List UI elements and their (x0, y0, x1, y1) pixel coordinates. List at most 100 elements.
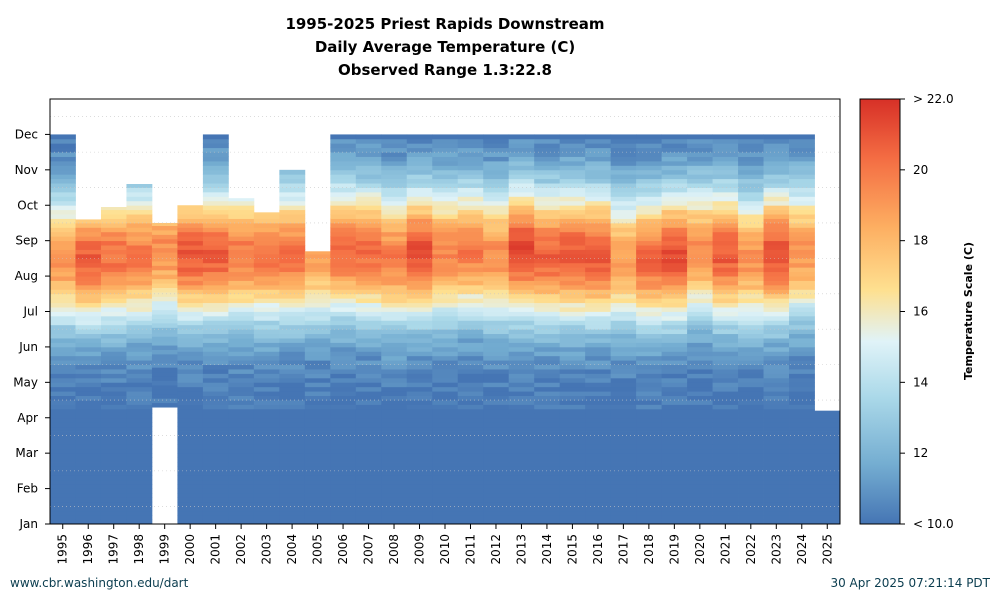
year-column-2007 (355, 134, 382, 525)
heatmap-cell (814, 506, 841, 512)
heatmap-cell (75, 457, 102, 463)
heatmap-cell (177, 484, 204, 489)
heatmap-cell (738, 351, 764, 357)
heatmap-cell (483, 342, 510, 348)
heatmap-cell (789, 236, 815, 242)
heatmap-cell (508, 413, 535, 419)
heatmap-cell (100, 488, 127, 494)
heatmap-cell (636, 395, 663, 401)
heatmap-cell (636, 174, 663, 180)
heatmap-cell (279, 329, 306, 335)
heatmap-cell (559, 293, 586, 299)
heatmap-cell (202, 404, 229, 410)
heatmap-cell (304, 484, 331, 489)
heatmap-cell (406, 271, 433, 277)
heatmap-cell (177, 302, 204, 308)
heatmap-cell (279, 431, 306, 436)
heatmap-cell (508, 214, 535, 219)
heatmap-cell (457, 333, 484, 339)
heatmap-cell (75, 271, 102, 277)
heatmap-cell (687, 346, 713, 352)
heatmap-cell (253, 369, 280, 374)
heatmap-cell (508, 510, 535, 516)
heatmap-cell (585, 240, 612, 246)
heatmap-cell (610, 231, 637, 237)
heatmap-cell (355, 222, 382, 228)
heatmap-cell (50, 245, 76, 250)
heatmap-cell (585, 386, 612, 392)
heatmap-cell (432, 501, 459, 507)
heatmap-cell (661, 453, 688, 458)
heatmap-cell (712, 209, 739, 215)
heatmap-cell (559, 134, 586, 140)
heatmap-cell (559, 510, 586, 516)
heatmap-cell (738, 382, 764, 388)
heatmap-cell (126, 439, 153, 445)
heatmap-cell (508, 369, 535, 374)
heatmap-cell (789, 426, 815, 432)
heatmap-cell (457, 408, 484, 414)
heatmap-cell (151, 314, 178, 319)
heatmap-cell (202, 426, 229, 432)
heatmap-cell (483, 488, 510, 494)
footer-source-link[interactable]: www.cbr.washington.edu/dart (10, 576, 189, 590)
heatmap-cell (610, 333, 637, 339)
heatmap-cell (483, 169, 510, 175)
heatmap-cell (789, 484, 815, 489)
heatmap-cell (432, 160, 459, 166)
heatmap-cell (75, 320, 102, 326)
heatmap-cell (610, 510, 637, 516)
heatmap-cell (483, 214, 510, 219)
heatmap-cell (432, 236, 459, 242)
heatmap-cell (304, 276, 331, 281)
heatmap-cell (406, 329, 433, 335)
heatmap-cell (661, 457, 688, 463)
heatmap-cell (534, 439, 561, 445)
heatmap-cell (789, 333, 815, 339)
heatmap-cell (610, 267, 637, 273)
heatmap-cell (661, 156, 688, 162)
heatmap-cell (483, 364, 510, 370)
heatmap-cell (610, 457, 637, 463)
heatmap-cell (381, 183, 408, 188)
heatmap-cell (457, 369, 484, 374)
heatmap-cell (253, 382, 280, 388)
heatmap-cell (381, 236, 408, 242)
heatmap-cell (534, 342, 561, 348)
heatmap-cell (279, 218, 306, 224)
heatmap-cell (330, 386, 357, 392)
heatmap-cell (814, 479, 841, 485)
heatmap-cell (253, 289, 280, 295)
heatmap-cell (738, 457, 764, 463)
heatmap-cell (279, 453, 306, 458)
heatmap-cell (304, 315, 331, 321)
heatmap-cell (610, 462, 637, 467)
heatmap-cell (330, 267, 357, 273)
heatmap-cell (559, 222, 586, 228)
heatmap-cell (100, 497, 127, 503)
heatmap-cell (508, 333, 535, 339)
year-column-2000 (177, 205, 204, 525)
heatmap-cell (406, 422, 433, 428)
heatmap-cell (381, 386, 408, 392)
heatmap-cell (789, 271, 815, 277)
heatmap-cell (610, 417, 637, 423)
heatmap-cell (406, 284, 433, 290)
heatmap-cell (534, 497, 561, 503)
heatmap-cell (508, 324, 535, 330)
heatmap-cell (202, 435, 229, 441)
heatmap-cell (508, 152, 535, 157)
heatmap-cell (330, 364, 357, 370)
heatmap-cell (75, 515, 102, 520)
heatmap-cell (330, 493, 357, 498)
heatmap-cell (100, 484, 127, 489)
heatmap-cell (687, 209, 713, 215)
x-tick-label: 2025 (820, 534, 834, 565)
heatmap-cell (457, 395, 484, 401)
heatmap-cell (636, 404, 663, 410)
heatmap-cell (534, 435, 561, 441)
heatmap-cell (789, 245, 815, 250)
heatmap-cell (610, 395, 637, 401)
heatmap-cell (636, 169, 663, 175)
heatmap-cell (508, 218, 535, 224)
